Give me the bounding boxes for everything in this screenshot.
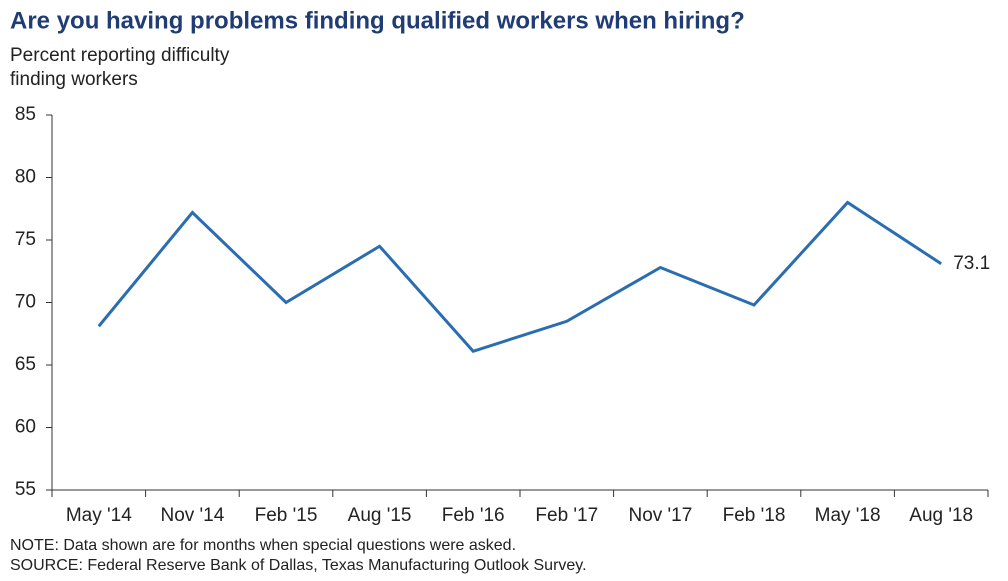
x-tick-label: Feb '18 xyxy=(723,505,786,526)
x-tick-label: Aug '15 xyxy=(348,505,412,526)
data-label: 73.1 xyxy=(953,253,990,274)
subtitle: finding workers xyxy=(10,69,138,90)
y-tick-label: 75 xyxy=(15,229,36,250)
y-tick-label: 65 xyxy=(15,354,36,375)
data-line xyxy=(97,200,943,353)
x-tick-label: May '14 xyxy=(66,505,132,526)
x-tick-label: Aug '18 xyxy=(909,505,973,526)
y-tick-label: 80 xyxy=(15,167,36,188)
x-tick-label: Nov '17 xyxy=(628,505,692,526)
x-tick-label: Feb '16 xyxy=(442,505,505,526)
y-tick-label: 60 xyxy=(15,417,36,438)
y-tick-label: 55 xyxy=(15,479,36,500)
note: NOTE: Data shown are for months when spe… xyxy=(10,537,516,554)
x-tick-label: Feb '17 xyxy=(535,505,598,526)
x-tick-label: Nov '14 xyxy=(160,505,224,526)
x-tick-label: May '18 xyxy=(815,505,881,526)
x-tick-label: Feb '15 xyxy=(255,505,318,526)
y-tick-label: 70 xyxy=(15,292,36,313)
subtitle: Percent reporting difficulty xyxy=(10,45,230,66)
chart-title: Are you having problems finding qualifie… xyxy=(10,7,745,34)
note: SOURCE: Federal Reserve Bank of Dallas, … xyxy=(10,557,587,574)
y-tick-label: 85 xyxy=(15,104,36,125)
